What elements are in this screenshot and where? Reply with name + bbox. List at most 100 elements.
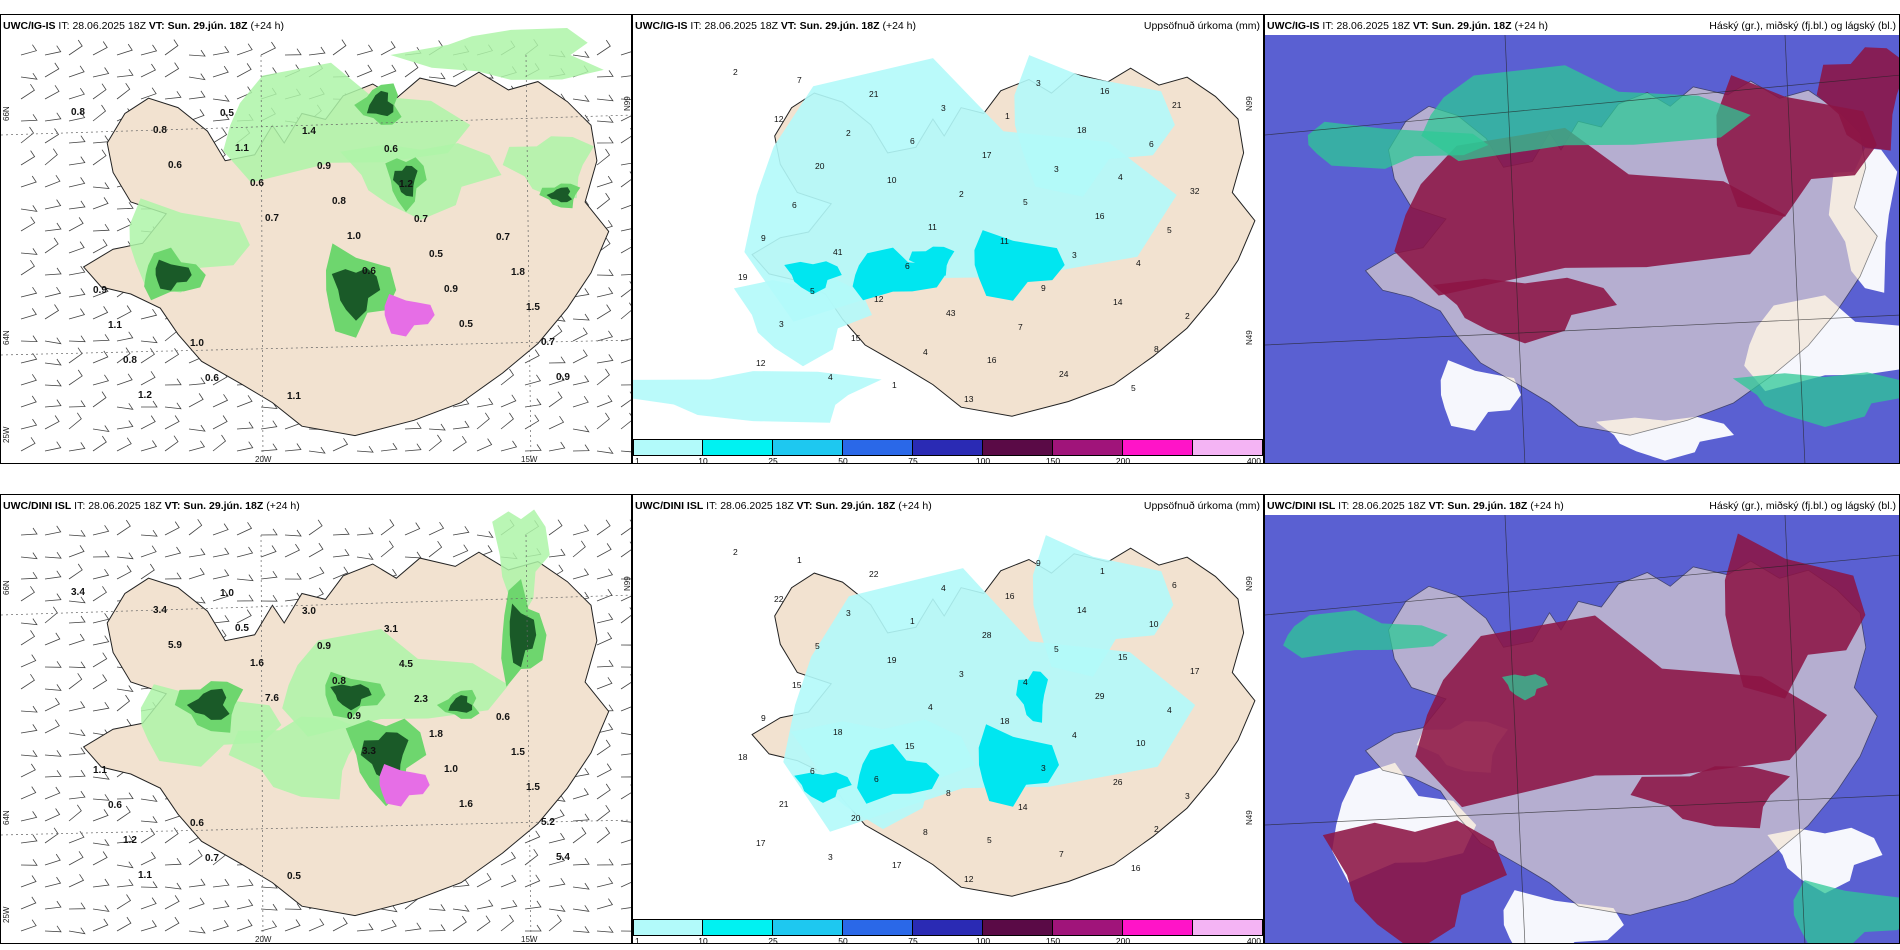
wind-barb	[20, 150, 36, 166]
lat-label: N99	[1245, 96, 1254, 111]
precip-value-label: 5	[1054, 644, 1059, 654]
wind-barb	[20, 919, 37, 932]
wind-barb	[92, 182, 110, 189]
precip-value-label: 14	[1113, 297, 1123, 307]
wind-value-label: 5.2	[541, 817, 555, 828]
wind-barb	[140, 851, 156, 866]
wind-value-label: 0.8	[332, 676, 346, 687]
wind-barb	[620, 281, 631, 298]
wind-barb	[92, 839, 110, 846]
precip-value-label: 17	[892, 860, 902, 870]
precip-value-label: 5	[1131, 383, 1136, 393]
mid-cloud-area	[1415, 615, 1828, 808]
wind-barb	[164, 857, 182, 866]
wind-barb	[284, 919, 301, 932]
wind-barb	[620, 384, 631, 386]
precip-value-label: 32	[1190, 186, 1200, 196]
wind-barb	[476, 412, 490, 430]
wind-barb	[20, 418, 38, 430]
wind-barb	[164, 415, 180, 430]
wind-barb	[284, 443, 302, 452]
wind-barb	[428, 521, 445, 536]
wind-barb	[140, 816, 158, 823]
graticule	[1, 594, 631, 836]
wind-barb	[68, 851, 84, 866]
precip-value-label: 8	[946, 788, 951, 798]
wind-barb	[44, 112, 62, 122]
wind-barb	[44, 770, 62, 778]
wind-barb	[92, 239, 108, 254]
colorbar-segment	[913, 439, 983, 456]
wind-barb	[284, 48, 302, 56]
wind-barb	[68, 347, 83, 364]
lat-label: 64N	[2, 330, 11, 345]
wind-area-light	[492, 509, 550, 620]
wind-barb	[596, 136, 614, 144]
wind-barb	[188, 49, 206, 57]
colorbar-tick-label: 400	[1246, 936, 1261, 944]
wind-barb	[548, 391, 563, 408]
wind-barb	[596, 94, 614, 102]
wind-barb	[452, 435, 467, 452]
precip-area-mid	[794, 772, 852, 803]
wind-area-dark	[393, 165, 418, 197]
wind-barb	[596, 659, 614, 668]
wind-value-label: 1.1	[287, 391, 301, 402]
wind-barb	[356, 44, 374, 56]
wind-area-dark	[186, 688, 230, 720]
wind-barb	[188, 424, 206, 432]
panel-quantity: Uppsöfnuð úrkoma (mm)	[1143, 20, 1260, 32]
wind-barb	[92, 550, 110, 558]
precip-area-light	[1032, 535, 1174, 677]
wind-barb	[596, 395, 613, 408]
wind-barb	[116, 878, 134, 888]
wind-barb	[20, 763, 36, 778]
wind-barb	[44, 174, 61, 188]
wind-barb	[380, 919, 397, 932]
wind-value-label: 0.5	[459, 319, 473, 330]
wind-barb	[116, 894, 132, 910]
wind-barb	[212, 434, 227, 452]
wind-barb	[620, 784, 631, 800]
wind-barb	[572, 425, 590, 433]
precip-value-label: 4	[923, 347, 928, 357]
precip-value-label: 12	[756, 358, 766, 368]
wind-barb	[212, 45, 230, 56]
wind-barb	[620, 51, 631, 56]
wind-barb	[164, 435, 179, 452]
wind-barb	[260, 903, 278, 911]
wind-barb	[44, 62, 60, 78]
precip-area-mid	[784, 261, 842, 295]
wind-barb	[260, 420, 278, 430]
wind-barb	[356, 553, 374, 560]
colorbar-tick-label: 400	[1246, 456, 1261, 464]
wind-barb	[68, 412, 82, 430]
wind-barb	[140, 920, 157, 932]
wind-barb	[44, 719, 60, 734]
wind-value-label: 1.6	[459, 799, 473, 810]
wind-barb	[620, 75, 631, 78]
wind-barb	[68, 673, 83, 690]
wind-barb	[596, 723, 614, 734]
colorbar-segment	[983, 919, 1053, 936]
wind-barb	[620, 412, 631, 430]
precip-value-label: 6	[1149, 139, 1154, 149]
precip-area-light	[633, 371, 882, 423]
wind-barb	[572, 882, 590, 890]
wind-barb	[92, 83, 107, 100]
wind-barb	[68, 65, 85, 78]
precip-value-label: 3	[846, 608, 851, 618]
wind-barb	[92, 701, 110, 712]
wind-area-dark	[366, 90, 394, 117]
wind-value-label: 1.0	[444, 764, 458, 775]
wind-barb	[92, 149, 107, 166]
wind-barb	[164, 546, 182, 558]
precip-value-label: 6	[1172, 580, 1177, 590]
graticule	[260, 54, 532, 463]
mid-cloud-area	[1432, 277, 1617, 344]
wind-barb	[404, 522, 421, 536]
wind-barb	[212, 920, 229, 932]
wind-barb	[476, 397, 494, 408]
wind-barb	[236, 594, 254, 602]
wind-barb	[308, 566, 325, 580]
